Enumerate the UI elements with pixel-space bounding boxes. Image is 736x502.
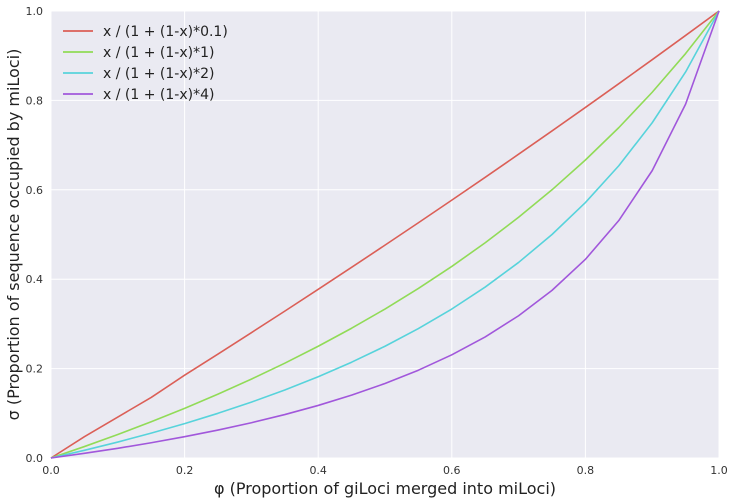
legend-label: x / (1 + (1-x)*2) <box>103 66 214 82</box>
series-line-4 <box>50 10 720 459</box>
x-tick-label: 1.0 <box>710 464 728 477</box>
legend-label: x / (1 + (1-x)*1) <box>103 45 214 61</box>
y-tick-label: 0.2 <box>26 363 44 376</box>
series-line-1 <box>50 10 720 459</box>
x-tick-label: 0.4 <box>309 464 327 477</box>
x-tick-label: 0.6 <box>443 464 461 477</box>
x-tick-label: 0.0 <box>42 464 60 477</box>
x-tick-label: 0.2 <box>176 464 194 477</box>
legend-label: x / (1 + (1-x)*4) <box>103 87 214 103</box>
x-axis-title: φ (Proportion of giLoci merged into miLo… <box>214 479 556 498</box>
legend: x / (1 + (1-x)*0.1) x / (1 + (1-x)*1) x / … <box>63 24 228 103</box>
legend-label: x / (1 + (1-x)*0.1) <box>103 24 228 40</box>
y-axis-title: σ (Proportion of sequence occupied by mi… <box>4 49 23 421</box>
y-tick-label: 0.0 <box>26 452 44 465</box>
y-tick-label: 0.6 <box>26 184 44 197</box>
y-tick-label: 1.0 <box>26 5 44 18</box>
y-tick-label: 0.4 <box>26 273 44 286</box>
series-line-3 <box>50 10 720 459</box>
x-axis-ticks: 0.0 0.2 0.4 0.6 0.8 1.0 <box>42 464 728 477</box>
x-tick-label: 0.8 <box>577 464 595 477</box>
y-axis-ticks: 0.0 0.2 0.4 0.6 0.8 1.0 <box>26 5 44 465</box>
series-lines <box>50 10 720 459</box>
grid-lines <box>50 10 720 459</box>
y-tick-label: 0.8 <box>26 94 44 107</box>
series-line-2 <box>50 10 720 459</box>
